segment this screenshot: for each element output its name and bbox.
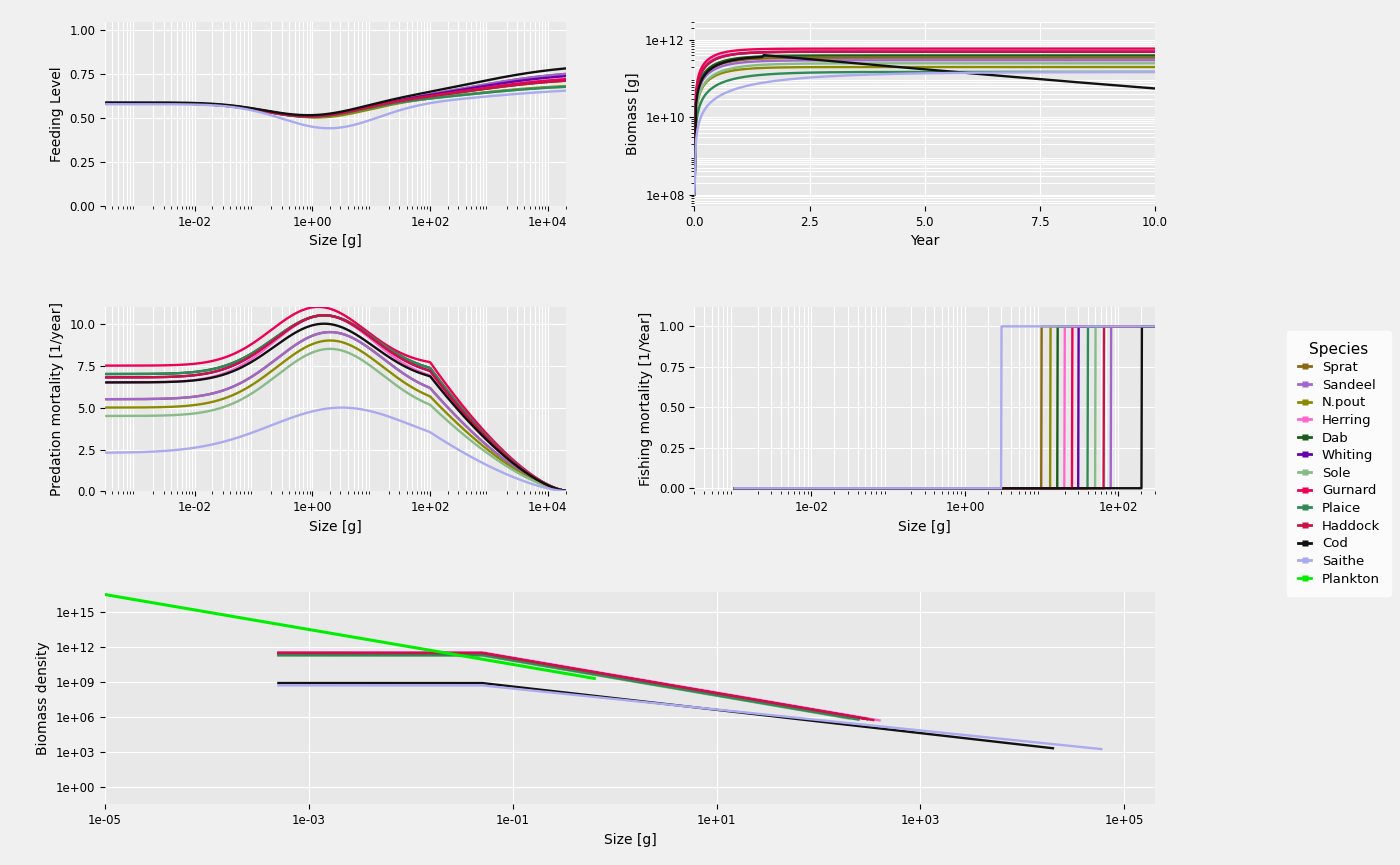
X-axis label: Size [g]: Size [g] (603, 833, 657, 847)
X-axis label: Size [g]: Size [g] (309, 520, 361, 534)
Y-axis label: Feeding Level: Feeding Level (50, 66, 64, 162)
X-axis label: Year: Year (910, 234, 939, 248)
X-axis label: Size [g]: Size [g] (899, 520, 951, 534)
Legend: Sprat, Sandeel, N.pout, Herring, Dab, Whiting, Sole, Gurnard, Plaice, Haddock, C: Sprat, Sandeel, N.pout, Herring, Dab, Wh… (1288, 331, 1390, 596)
Y-axis label: Fishing mortality [1/Year]: Fishing mortality [1/Year] (640, 312, 654, 486)
Y-axis label: Predation mortality [1/year]: Predation mortality [1/year] (50, 302, 64, 497)
X-axis label: Size [g]: Size [g] (309, 234, 361, 248)
Y-axis label: Biomass density: Biomass density (36, 642, 50, 755)
Y-axis label: Biomass [g]: Biomass [g] (626, 73, 640, 155)
